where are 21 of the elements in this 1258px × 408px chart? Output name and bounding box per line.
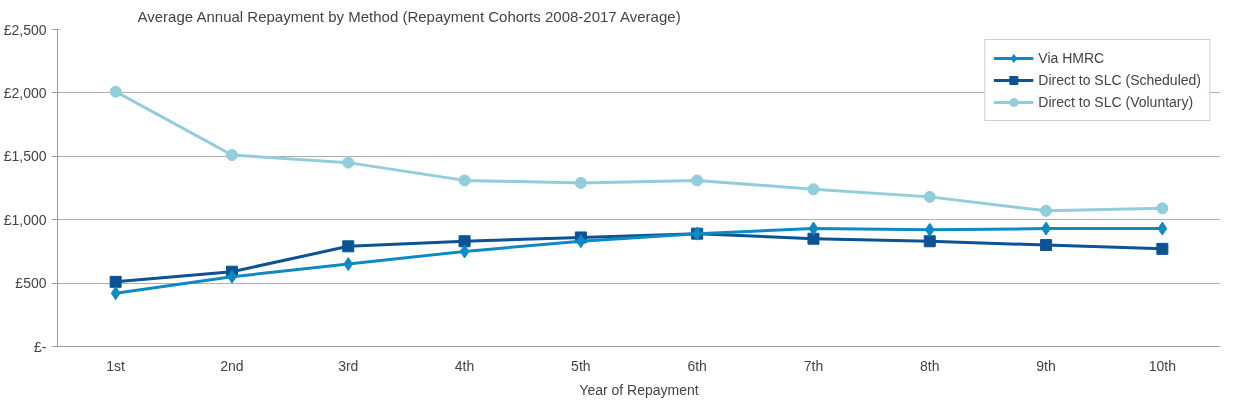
x-tick-label: 2nd — [220, 357, 244, 374]
x-axis-title: Year of Repayment — [579, 381, 699, 398]
x-tick-label: 9th — [1036, 357, 1056, 374]
x-tick-label: 8th — [920, 357, 940, 374]
y-tick-label: £500 — [15, 275, 47, 292]
y-tick-label: £- — [34, 338, 47, 355]
x-tick-label: 6th — [687, 357, 707, 374]
legend-label: Direct to SLC (Voluntary) — [1038, 94, 1194, 110]
y-tick-label: £2,000 — [3, 84, 47, 101]
y-tick-label: £1,000 — [3, 211, 47, 228]
legend-label: Direct to SLC (Scheduled) — [1038, 72, 1201, 88]
chart-title: Average Annual Repayment by Method (Repayment Cohorts 2008-2017 Average) — [137, 7, 681, 25]
x-tick-label: 4th — [454, 357, 475, 374]
x-tick-label: 3rd — [338, 357, 359, 374]
y-tick-label: £2,500 — [3, 21, 47, 38]
x-tick-label: 10th — [1148, 357, 1176, 374]
x-tick-label: 5th — [571, 357, 591, 374]
x-tick-label: 7th — [803, 357, 824, 374]
y-tick-label: £1,500 — [3, 148, 47, 165]
x-tick-label: 1st — [106, 357, 126, 374]
legend-label: Via HMRC — [1038, 50, 1105, 66]
